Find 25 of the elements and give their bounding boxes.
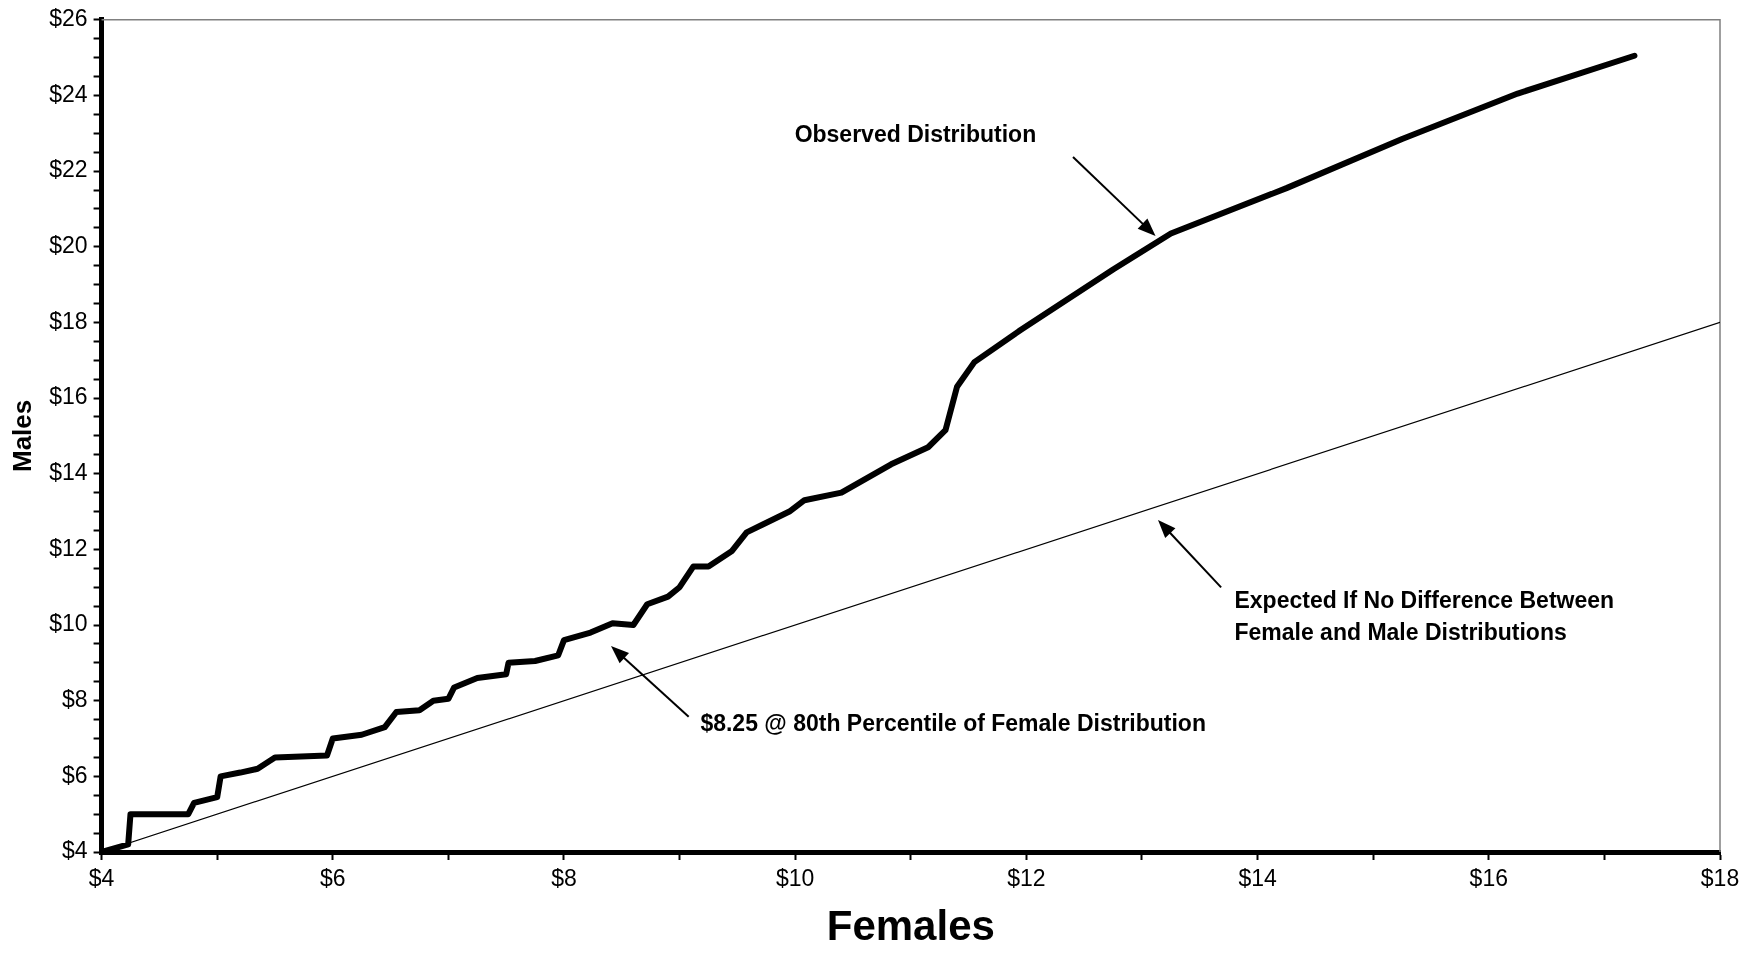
y-tick-label: $26: [49, 5, 88, 32]
y-tick-label: $8: [61, 686, 88, 713]
x-axis-title: Females: [826, 902, 995, 950]
y-tick-label: $16: [49, 383, 88, 410]
y-tick-label: $22: [49, 156, 88, 183]
x-tick-label: $14: [1238, 865, 1277, 892]
y-tick-label: $24: [49, 80, 88, 107]
x-tick-label: $10: [776, 865, 815, 892]
x-tick-label: $8: [551, 865, 577, 892]
y-tick-label: $6: [61, 761, 88, 788]
x-tick-label: $6: [319, 865, 346, 892]
y-tick-label: $10: [49, 610, 88, 637]
y-tick-label: $4: [61, 837, 88, 864]
x-tick-label: $16: [1469, 865, 1508, 892]
annotation: $8.25 @ 80th Percentile of Female Distribution: [700, 709, 1206, 738]
x-tick-label: $18: [1700, 865, 1740, 892]
y-axis-title: Males: [6, 399, 37, 473]
x-tick-label: $4: [88, 865, 115, 892]
y-tick-label: $18: [49, 307, 88, 334]
annotation: Expected If No Difference Between Female and Male Distributions: [1234, 585, 1615, 647]
y-tick-label: $14: [49, 459, 88, 486]
x-tick-label: $12: [1007, 865, 1046, 892]
y-tick-label: $20: [49, 232, 88, 259]
annotation: Observed Distribution: [794, 119, 1037, 149]
y-tick-label: $12: [49, 534, 88, 561]
